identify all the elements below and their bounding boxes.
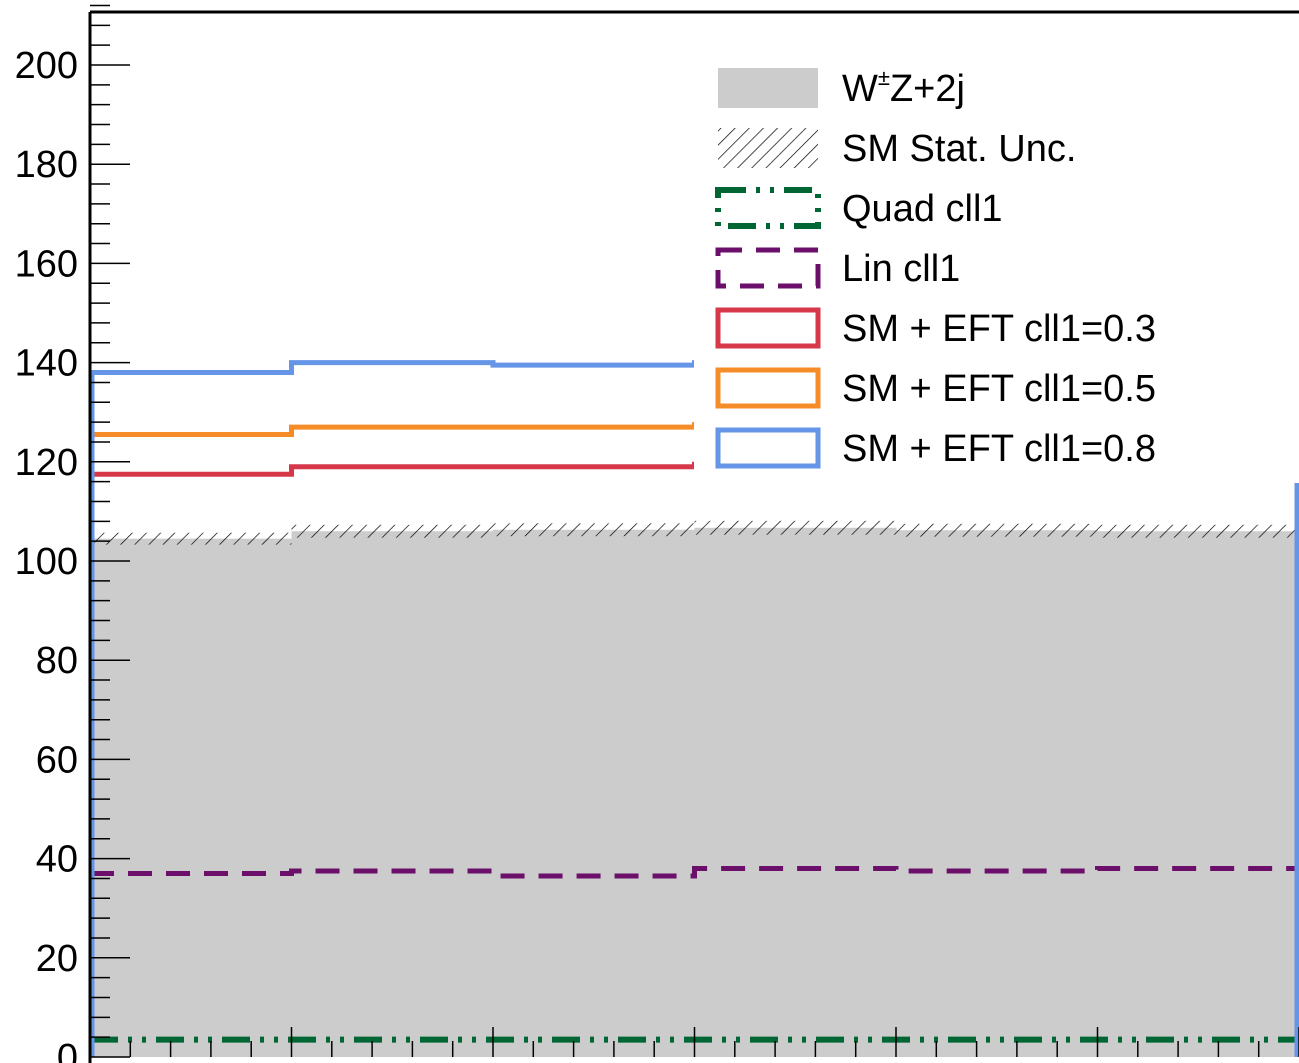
y-tick-label-120: 120 — [15, 442, 78, 484]
legend-label-eft08: SM + EFT cll1=0.8 — [842, 428, 1156, 470]
y-tick-label-20: 20 — [36, 938, 78, 980]
legend-swatch-smunc — [718, 128, 818, 168]
legend-label-eft03: SM + EFT cll1=0.3 — [842, 308, 1156, 350]
stat-unc-band-5 — [1098, 525, 1299, 538]
stat-unc-band-0 — [90, 533, 292, 545]
y-tick-label-80: 80 — [36, 640, 78, 682]
y-tick-label-140: 140 — [15, 343, 78, 385]
sm-bar-1 — [292, 531, 494, 1057]
stat-unc-band-1 — [292, 525, 494, 538]
legend-background — [694, 48, 1299, 483]
legend-label-lin: Lin cll1 — [842, 248, 960, 290]
y-tick-label-200: 200 — [15, 45, 78, 87]
stat-unc-band-4 — [896, 524, 1098, 537]
stat-unc-band-2 — [493, 523, 695, 536]
sm-bar-3 — [695, 528, 897, 1057]
sm-bar-2 — [493, 530, 695, 1057]
y-tick-label-40: 40 — [36, 839, 78, 881]
stat-unc-band-3 — [695, 521, 897, 535]
legend-label-sm: W±Z+2j — [842, 65, 965, 110]
y-tick-label-160: 160 — [15, 243, 78, 285]
legend: W±Z+2j SM Stat. Unc. Quad cll1 Lin cll1 SM +… — [694, 48, 1299, 483]
y-tick-label-60: 60 — [36, 739, 78, 781]
legend-label-smunc: SM Stat. Unc. — [842, 128, 1076, 170]
legend-swatch-sm — [718, 68, 818, 108]
y-tick-label-180: 180 — [15, 144, 78, 186]
legend-label-quad: Quad cll1 — [842, 188, 1003, 230]
sm-bar-4 — [896, 530, 1098, 1057]
legend-label-eft05: SM + EFT cll1=0.5 — [842, 368, 1156, 410]
y-tick-label-100: 100 — [15, 541, 78, 583]
y-tick-label-0: 0 — [57, 1037, 78, 1063]
sm-bar-0 — [90, 539, 292, 1057]
sm-bar-5 — [1098, 531, 1299, 1057]
